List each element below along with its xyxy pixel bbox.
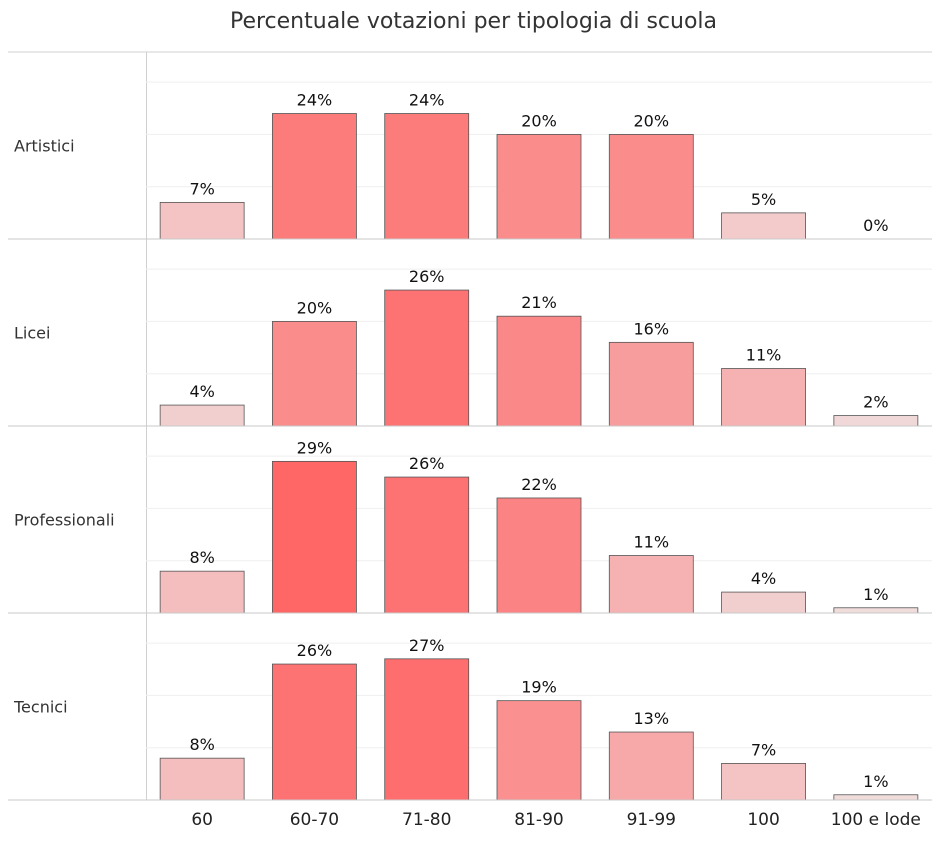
data-label: 16%	[634, 319, 670, 338]
row-label-tecnici: Tecnici	[13, 698, 68, 717]
bar	[833, 415, 919, 427]
row-label-licei: Licei	[14, 324, 50, 343]
data-label: 1%	[863, 772, 888, 791]
data-label: 5%	[751, 190, 776, 209]
bar	[272, 663, 357, 801]
row-label-artistici: Artistici	[14, 137, 75, 156]
data-label: 26%	[297, 641, 333, 660]
x-tick-label: 71-80	[402, 810, 451, 830]
data-label: 20%	[521, 111, 557, 130]
data-label: 0%	[863, 216, 888, 235]
data-label: 7%	[189, 179, 214, 198]
data-label: 11%	[746, 345, 782, 364]
data-label: 8%	[189, 735, 214, 754]
bar	[496, 700, 582, 801]
bar	[496, 315, 582, 427]
data-label: 29%	[297, 438, 333, 457]
data-label: 1%	[863, 585, 888, 604]
data-label: 2%	[863, 393, 888, 412]
data-label: 13%	[634, 709, 670, 728]
bar	[721, 368, 806, 427]
data-label: 7%	[751, 740, 776, 759]
chart-title: Percentuale votazioni per tipologia di s…	[229, 9, 718, 34]
data-label: 22%	[521, 475, 557, 494]
data-label: 8%	[189, 548, 214, 567]
bar	[608, 134, 694, 240]
data-label: 21%	[521, 293, 557, 312]
bar	[496, 134, 582, 240]
bar	[496, 497, 582, 614]
bar	[159, 570, 245, 614]
data-label: 26%	[409, 454, 445, 473]
bar	[159, 404, 245, 427]
x-tick-label: 100	[747, 810, 779, 830]
data-label: 20%	[634, 111, 670, 130]
bar	[608, 341, 694, 427]
bar	[833, 607, 919, 614]
data-label: 24%	[297, 91, 333, 110]
data-label: 4%	[751, 569, 776, 588]
data-label: 11%	[634, 532, 670, 551]
bar	[384, 113, 470, 240]
x-tick-label: 100 e lode	[831, 810, 921, 830]
bar	[384, 658, 470, 801]
bar	[384, 476, 470, 614]
data-label: 4%	[189, 382, 214, 401]
data-label: 26%	[409, 267, 445, 286]
data-label: 24%	[409, 91, 445, 110]
bar	[833, 794, 919, 801]
bar	[272, 460, 357, 614]
bar	[159, 757, 245, 801]
row-label-professionali: Professionali	[14, 511, 115, 530]
bar	[721, 591, 806, 614]
x-tick-label: 91-99	[627, 810, 676, 830]
bar	[272, 321, 357, 427]
bar	[721, 763, 806, 801]
x-tick-label: 60	[191, 810, 213, 830]
bar	[608, 555, 694, 614]
bar	[159, 201, 245, 240]
x-tick-label: 81-90	[514, 810, 563, 830]
bar	[272, 113, 357, 240]
bar	[384, 289, 470, 427]
x-tick-label: 60-70	[290, 810, 339, 830]
data-label: 27%	[409, 636, 445, 655]
data-label: 19%	[521, 678, 557, 697]
bar	[608, 731, 694, 801]
data-label: 20%	[297, 298, 333, 317]
bar	[721, 212, 806, 240]
